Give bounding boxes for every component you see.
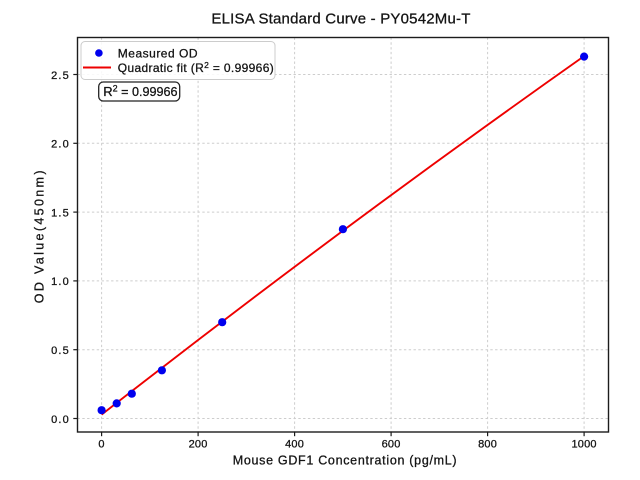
svg-text:OD Value(450nm): OD Value(450nm) bbox=[33, 168, 47, 303]
svg-text:ELISA Standard Curve - PY0542M: ELISA Standard Curve - PY0542Mu-T bbox=[211, 11, 470, 28]
svg-text:600: 600 bbox=[382, 439, 401, 451]
svg-text:1.5: 1.5 bbox=[51, 207, 70, 219]
svg-text:Measured OD: Measured OD bbox=[118, 47, 198, 61]
svg-text:0.0: 0.0 bbox=[51, 414, 70, 426]
svg-text:400: 400 bbox=[285, 439, 304, 451]
svg-text:Quadratic fit (R2 = 0.99966): Quadratic fit (R2 = 0.99966) bbox=[118, 60, 274, 75]
svg-text:Mouse GDF1 Concentration (pg/m: Mouse GDF1 Concentration (pg/mL) bbox=[233, 454, 458, 468]
svg-text:2.0: 2.0 bbox=[51, 139, 70, 151]
svg-text:R2 = 0.99966: R2 = 0.99966 bbox=[103, 84, 177, 100]
svg-text:0: 0 bbox=[98, 439, 104, 451]
svg-text:1.0: 1.0 bbox=[51, 276, 70, 288]
svg-text:2.5: 2.5 bbox=[51, 70, 70, 82]
svg-text:200: 200 bbox=[189, 439, 208, 451]
svg-text:800: 800 bbox=[478, 439, 497, 451]
svg-text:0.5: 0.5 bbox=[51, 345, 70, 357]
svg-text:1000: 1000 bbox=[571, 439, 596, 451]
